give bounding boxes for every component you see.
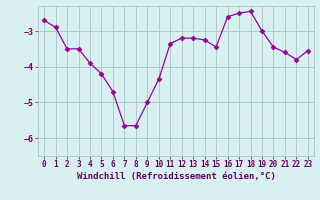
X-axis label: Windchill (Refroidissement éolien,°C): Windchill (Refroidissement éolien,°C) [76,172,276,181]
